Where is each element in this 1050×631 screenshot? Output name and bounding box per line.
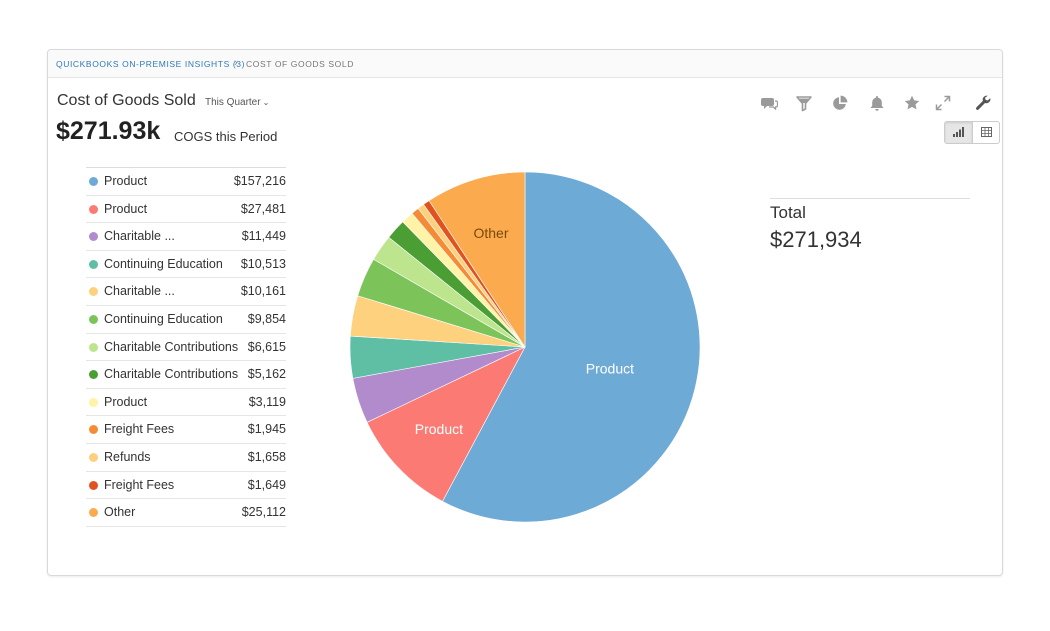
legend-color-dot xyxy=(89,314,98,324)
pie-slice[interactable] xyxy=(366,346,526,502)
legend-label: Charitable Contributions xyxy=(104,367,239,382)
legend-label: Continuing Education xyxy=(104,256,223,271)
legend-value: $9,854 xyxy=(247,311,286,326)
legend-row[interactable]: Freight Fees $1,945 xyxy=(86,416,286,444)
bar-chart-view-button[interactable] xyxy=(945,122,972,143)
period-dropdown[interactable]: This Quarter ⌄ xyxy=(205,97,269,108)
legend-row[interactable]: Product $157,216 xyxy=(86,168,286,196)
legend-value: $6,615 xyxy=(247,339,286,354)
legend-label: Charitable ... xyxy=(104,284,175,299)
legend-label: Charitable ... xyxy=(104,229,175,244)
legend-value: $1,649 xyxy=(247,477,286,492)
bar-chart-icon xyxy=(953,127,964,137)
legend-value: $1,945 xyxy=(247,422,286,437)
legend-label: Continuing Education xyxy=(104,311,223,326)
legend-row[interactable]: Refunds $1,658 xyxy=(86,444,286,472)
legend-label: Charitable Contributions xyxy=(104,339,239,354)
legend-row[interactable]: Continuing Education $10,513 xyxy=(86,251,286,279)
cogs-card: QUICKBOOKS ON-PREMISE INSIGHTS (3) › COS… xyxy=(47,49,1003,576)
legend-color-dot xyxy=(89,397,98,407)
expand-icon[interactable] xyxy=(934,94,952,112)
breadcrumb-current: COST OF GOODS SOLD xyxy=(246,59,354,69)
legend-row[interactable]: Charitable ... $11,449 xyxy=(86,223,286,251)
legend-row[interactable]: Continuing Education $9,854 xyxy=(86,306,286,334)
legend-color-dot xyxy=(89,425,98,435)
legend-color-dot xyxy=(89,204,98,214)
legend-table: Product $157,216 Product $27,481 Charitable … xyxy=(86,167,286,527)
legend-color-dot xyxy=(89,259,98,269)
legend-color-dot xyxy=(89,480,98,490)
legend-label: Freight Fees xyxy=(104,422,175,437)
comments-icon[interactable] xyxy=(760,94,778,112)
legend-color-dot xyxy=(89,370,98,380)
cogs-caption: COGS this Period xyxy=(174,129,278,144)
legend-label: Product xyxy=(104,201,148,216)
pie-chart: Product Product Other xyxy=(350,172,701,523)
total-value: $271,934 xyxy=(770,227,862,252)
wrench-icon[interactable] xyxy=(974,94,992,112)
table-icon xyxy=(981,127,992,137)
pie-slice[interactable] xyxy=(442,172,701,523)
legend-value: $3,119 xyxy=(248,394,286,409)
legend-color-dot xyxy=(89,232,98,242)
legend-color-dot xyxy=(89,287,98,297)
legend-color-dot xyxy=(89,452,98,462)
pie-slice-label: Product xyxy=(586,360,634,376)
bell-icon[interactable] xyxy=(868,94,886,112)
legend-row[interactable]: Charitable Contributions $6,615 xyxy=(86,334,286,362)
legend-color-dot xyxy=(89,177,98,186)
legend-label: Other xyxy=(104,505,136,520)
cogs-total-value: $271.93k xyxy=(56,117,161,145)
period-label: This Quarter xyxy=(205,97,261,108)
breadcrumb: QUICKBOOKS ON-PREMISE INSIGHTS (3) › COS… xyxy=(48,50,1002,78)
legend-value: $25,112 xyxy=(241,505,286,520)
legend-row[interactable]: Freight Fees $1,649 xyxy=(86,472,286,500)
page-title: Cost of Goods Sold xyxy=(57,92,196,109)
legend-color-dot xyxy=(89,342,98,352)
legend-label: Freight Fees xyxy=(104,477,175,492)
pie-slice-label: Other xyxy=(473,225,508,241)
chevron-down-icon: ⌄ xyxy=(262,98,270,107)
legend-label: Refunds xyxy=(104,449,151,464)
breadcrumb-link[interactable]: QUICKBOOKS ON-PREMISE INSIGHTS (3) xyxy=(56,59,246,69)
total-panel: Total $271,934 xyxy=(770,198,970,252)
legend-row[interactable]: Product $3,119 xyxy=(86,389,286,417)
legend-label: Product xyxy=(104,174,148,188)
total-label: Total xyxy=(770,203,806,222)
legend-value: $10,161 xyxy=(240,284,286,299)
pie-chart-icon[interactable] xyxy=(831,94,849,112)
legend-value: $27,481 xyxy=(240,201,286,216)
table-view-button[interactable] xyxy=(972,122,999,143)
star-icon[interactable] xyxy=(903,94,921,112)
pie-slice[interactable] xyxy=(428,172,526,349)
filter-icon[interactable] xyxy=(795,94,813,112)
legend-value: $5,162 xyxy=(247,367,286,382)
legend-row[interactable]: Product $27,481 xyxy=(86,196,286,224)
legend-row[interactable]: Charitable ... $10,161 xyxy=(86,278,286,306)
legend-color-dot xyxy=(89,508,98,518)
legend-row[interactable]: Charitable Contributions $5,162 xyxy=(86,361,286,389)
breadcrumb-separator: › xyxy=(234,57,239,69)
legend-value: $157,216 xyxy=(233,174,286,188)
pie-slice-label: Product xyxy=(415,421,463,437)
legend-value: $1,658 xyxy=(247,449,286,464)
legend-value: $11,449 xyxy=(241,229,286,244)
legend-row[interactable]: Other $25,112 xyxy=(86,499,286,527)
view-toggle xyxy=(944,121,1000,144)
legend-value: $10,513 xyxy=(240,256,286,271)
legend-label: Product xyxy=(104,394,148,409)
